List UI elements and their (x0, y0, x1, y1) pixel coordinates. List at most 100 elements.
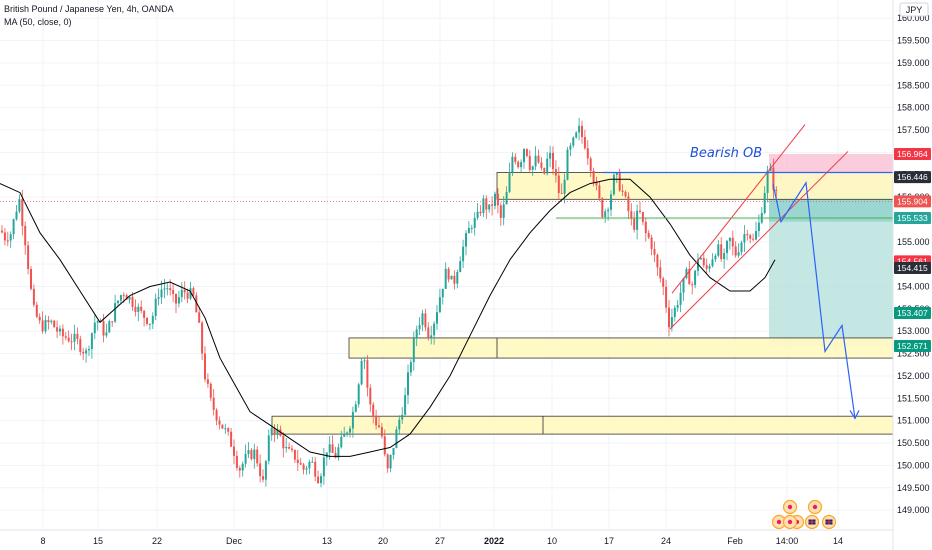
candle-up (612, 174, 615, 195)
candle-down (111, 321, 114, 323)
candle-down (601, 198, 604, 218)
candle-down (595, 182, 598, 186)
price-badge (894, 195, 931, 208)
candle-down (485, 198, 488, 210)
candle-up (459, 261, 462, 273)
candle-down (621, 190, 624, 192)
candle-up (322, 457, 325, 477)
price-axis[interactable]: 149.000 149.500 150.000 150.500 151.000 151.5… (892, 0, 930, 550)
time-tick-label: Feb (727, 536, 743, 546)
candle-up (615, 172, 618, 175)
ma-indicator-label[interactable]: MA (50, close, 0) (4, 17, 72, 27)
candle-down (233, 446, 235, 456)
candle-up (636, 210, 639, 230)
candle-down (662, 278, 665, 287)
candle-up (398, 419, 401, 430)
candle-down (47, 319, 50, 323)
time-tick-label: 8 (40, 536, 45, 546)
candle-up (160, 289, 163, 298)
candle-up (247, 450, 250, 454)
candle-up (546, 158, 549, 174)
candle-down (641, 211, 644, 222)
candle-up (711, 259, 714, 267)
time-axis[interactable]: 8 15 22 Dec 13 20 27 2022 10 17 24 Feb 14:00 14 (0, 529, 893, 546)
candle-up (673, 307, 676, 318)
time-tick-label: 17 (604, 536, 614, 546)
candle-up (578, 125, 581, 133)
candle-up (743, 234, 746, 243)
candle-up (337, 447, 340, 458)
price-tick-label: 150.500 (897, 438, 930, 448)
price-tick-label: 158.500 (897, 80, 930, 90)
price-badge-label: 154.561 (897, 256, 928, 266)
candle-down (259, 463, 262, 477)
candle-up (505, 192, 508, 205)
candle-down (1, 230, 3, 233)
currency-badge[interactable] (899, 2, 929, 17)
candle-up (769, 167, 772, 171)
candle-down (221, 424, 224, 429)
candle-down (702, 257, 705, 266)
candle-down (557, 175, 560, 193)
candle-down (64, 336, 67, 338)
candle-up (44, 319, 47, 332)
event-dot (787, 519, 793, 525)
price-tick-label: 159.000 (897, 58, 930, 68)
candle-up (682, 278, 685, 293)
symbol-title[interactable]: British Pound / Japanese Yen, 4h, OANDA (4, 4, 174, 14)
candle-up (569, 145, 572, 150)
candle-down (30, 268, 32, 289)
candle-down (775, 189, 778, 191)
candle-down (169, 288, 172, 291)
candle-up (763, 192, 766, 214)
candle-up (357, 384, 360, 405)
candle-down (624, 191, 627, 197)
candle-down (514, 156, 517, 162)
candle-down (647, 233, 650, 238)
candle-up (12, 219, 15, 235)
candle-up (563, 179, 566, 194)
candle-down (146, 317, 148, 324)
candle-down (291, 448, 293, 450)
candle-down (749, 235, 752, 239)
candle-up (163, 288, 166, 290)
time-tick-label: 10 (547, 536, 557, 546)
candle-up (320, 476, 322, 484)
candle-down (227, 428, 230, 432)
candle-up (575, 132, 578, 138)
bearish-ob-label: Bearish OB (690, 146, 762, 161)
price-badge (894, 147, 931, 160)
candle-up (523, 149, 525, 163)
candle-up (340, 436, 343, 448)
candle-down (366, 360, 369, 388)
candle-down (630, 211, 633, 219)
candle-down (273, 427, 276, 434)
candle-up (714, 255, 717, 260)
candle-down (21, 199, 24, 226)
price-badge (894, 211, 931, 224)
candle-down (317, 476, 320, 484)
candle-up (59, 328, 61, 332)
candle-down (560, 192, 563, 194)
candle-down (491, 204, 494, 206)
candle-down (143, 310, 146, 318)
candle-down (140, 306, 143, 311)
candle-up (117, 300, 119, 304)
candle-down (479, 211, 482, 214)
candle-up (308, 461, 311, 469)
candle-up (441, 288, 444, 298)
candle-up (697, 259, 699, 271)
candle-up (108, 321, 111, 333)
price-tick-label: 158.000 (897, 103, 930, 113)
time-tick-label: 14:00 (776, 536, 799, 546)
candle-up (328, 444, 331, 453)
candle-down (293, 449, 296, 460)
candle-up (392, 447, 395, 456)
price-badge (894, 339, 931, 352)
candle-up (415, 329, 418, 339)
candle-up (610, 194, 612, 210)
candle-up (73, 333, 76, 342)
candle-up (151, 315, 154, 324)
candle-down (3, 232, 6, 241)
